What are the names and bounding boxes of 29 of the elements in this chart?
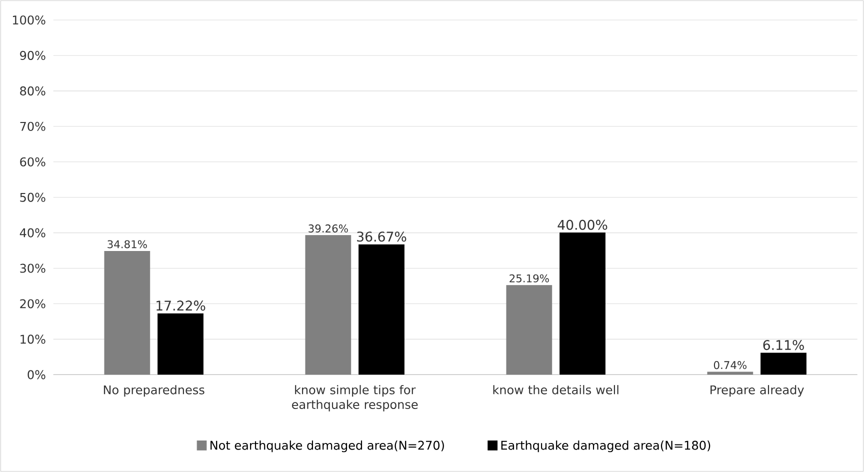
data-label: 39.26%: [308, 224, 348, 232]
data-label: 40.00%: [558, 220, 608, 230]
y-tick-label: 20%: [20, 299, 46, 308]
y-tick-label: 50%: [20, 192, 46, 202]
data-label: 36.67%: [357, 232, 406, 242]
x-tick-label: No preparedness: [104, 385, 204, 397]
bar: [358, 244, 404, 375]
legend-label: Earthquake damaged area(N=180): [501, 440, 710, 452]
y-tick-label: 80%: [20, 86, 46, 96]
x-tick-label: know the details well: [493, 385, 618, 394]
data-label: 6.11%: [763, 340, 804, 350]
y-tick-label: 0%: [28, 370, 46, 380]
y-tick-label: 30%: [20, 264, 46, 273]
bar: [760, 352, 806, 375]
x-tick-label: Prepare already: [710, 385, 804, 397]
bar: [158, 313, 204, 375]
y-tick-label: 100%: [12, 15, 46, 25]
data-label: 0.74%: [714, 361, 747, 370]
data-label: 25.19%: [510, 274, 549, 282]
y-tick-label: 90%: [20, 50, 46, 60]
y-tick-label: 40%: [20, 228, 46, 238]
data-label: 34.81%: [108, 240, 147, 248]
y-tick-label: 10%: [20, 334, 46, 344]
bar: [560, 232, 606, 375]
y-tick-label: 70%: [20, 122, 46, 131]
data-label: 17.22%: [156, 300, 206, 311]
legend-label: Not earthquake damaged area(N=270): [210, 440, 444, 452]
x-tick-label: know simple tips for earthquake response: [292, 385, 418, 412]
y-tick-label: 60%: [20, 157, 46, 166]
